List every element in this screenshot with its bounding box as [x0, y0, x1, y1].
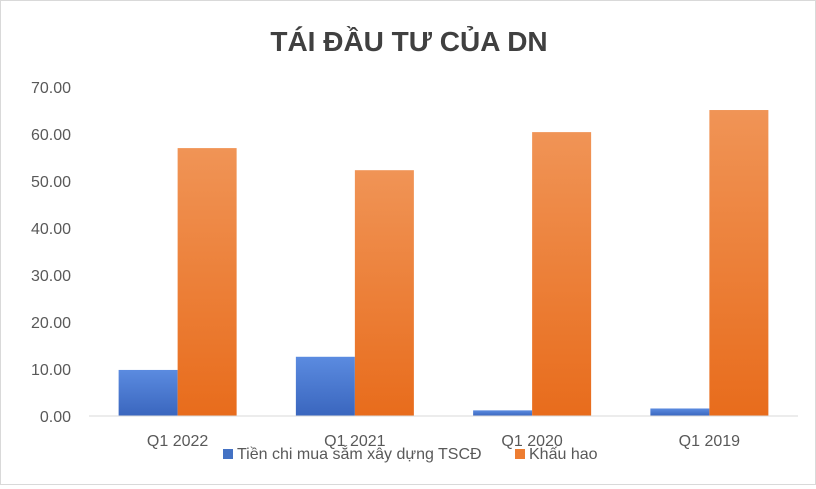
- y-tick-label: 10.00: [31, 362, 71, 379]
- chart-title: TÁI ĐẦU TƯ CỦA DN: [270, 25, 547, 57]
- x-tick-label: Q1 2019: [679, 433, 740, 450]
- bar-tien-chi-1: [118, 369, 178, 416]
- legend-swatch: [515, 449, 525, 459]
- y-tick-label: 40.00: [31, 221, 71, 238]
- y-axis: 0.00 10.00 20.00 30.00 40.00 50.00 60.00 70.00: [31, 80, 71, 426]
- x-axis: Q1 2022 Q1 2021 Q1 2020 Q1 2019: [147, 433, 740, 450]
- legend-label: Khấu hao: [529, 446, 598, 463]
- bars: [118, 110, 769, 416]
- bar-tien-chi-3: [473, 410, 533, 416]
- bar-khau-hao-4: [709, 110, 769, 416]
- y-tick-label: 60.00: [31, 127, 71, 144]
- bar-khau-hao-1: [177, 148, 237, 416]
- y-tick-label: 20.00: [31, 315, 71, 332]
- x-tick-label: Q1 2021: [324, 433, 385, 450]
- legend-label: Tiền chi mua sắm xây dựng TSCĐ: [237, 444, 482, 463]
- bar-khau-hao-2: [354, 170, 414, 416]
- x-tick-label: Q1 2020: [501, 433, 562, 450]
- bar-khau-hao-3: [532, 132, 592, 416]
- y-tick-label: 30.00: [31, 268, 71, 285]
- y-tick-label: 70.00: [31, 80, 71, 97]
- x-tick-label: Q1 2022: [147, 433, 208, 450]
- bar-tien-chi-2: [295, 356, 355, 416]
- legend: Tiền chi mua sắm xây dựng TSCĐ Khấu hao: [223, 444, 598, 463]
- legend-swatch: [223, 449, 233, 459]
- y-tick-label: 50.00: [31, 174, 71, 191]
- bar-tien-chi-4: [650, 408, 710, 416]
- y-tick-label: 0.00: [40, 409, 71, 426]
